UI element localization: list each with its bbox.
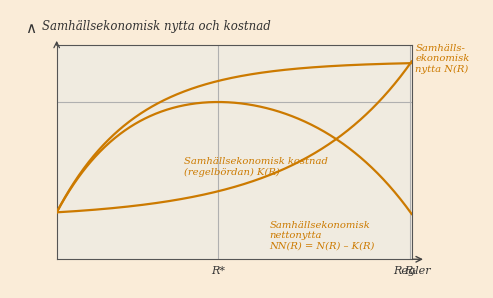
Text: ∧: ∧ bbox=[25, 22, 36, 36]
Text: Samhälls-
ekonomisk
nytta N(R): Samhälls- ekonomisk nytta N(R) bbox=[415, 44, 469, 74]
Text: R*: R* bbox=[211, 266, 225, 276]
Text: R₁: R₁ bbox=[404, 266, 417, 276]
Text: Samhällsekonomisk kostnad
(regelbördan) K(R): Samhällsekonomisk kostnad (regelbördan) … bbox=[184, 157, 328, 177]
Text: Regler: Regler bbox=[393, 266, 430, 276]
Text: Samhällsekonomisk
nettonytta
NN(R) = N(R) – K(R): Samhällsekonomisk nettonytta NN(R) = N(R… bbox=[270, 221, 375, 251]
Text: Samhällsekonomisk nytta och kostnad: Samhällsekonomisk nytta och kostnad bbox=[42, 20, 271, 33]
